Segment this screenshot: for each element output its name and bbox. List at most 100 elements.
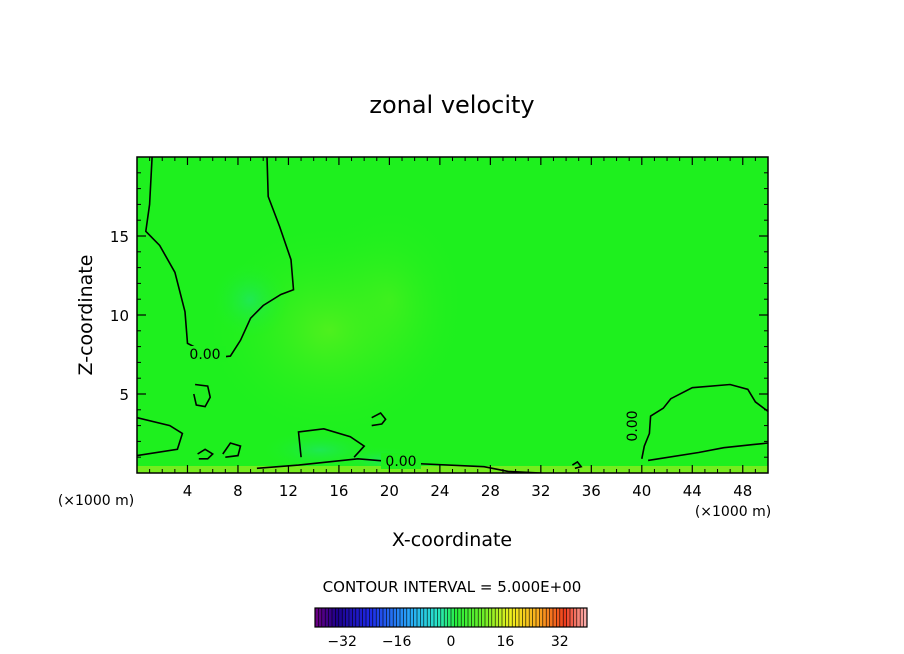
x-unit-right: (×1000 m) — [695, 504, 771, 520]
colorbar — [314, 607, 588, 628]
colorbar-tick-label: 32 — [551, 634, 569, 650]
contour-label-bg — [381, 453, 421, 469]
colorbar-segment — [457, 608, 462, 627]
colorbar-segment — [495, 608, 499, 627]
colorbar-segment — [468, 608, 472, 627]
colorbar-segment — [413, 608, 418, 627]
colorbar-segment — [529, 608, 533, 627]
colorbar-segment — [349, 608, 353, 627]
contour-line — [197, 448, 214, 460]
contour-label-bg — [624, 405, 640, 445]
colorbar-segment — [573, 608, 578, 627]
colorbar-segment — [451, 608, 455, 627]
plot-area — [137, 157, 768, 473]
x-tick-label: 36 — [582, 482, 601, 500]
colorbar-segment — [345, 608, 350, 627]
contour-lines — [137, 157, 768, 473]
x-tick-label: 44 — [683, 482, 702, 500]
colorbar-tick-label: −16 — [382, 634, 412, 650]
colorbar-segment — [542, 608, 547, 627]
colorbar-segment — [386, 608, 391, 627]
colorbar-segment — [338, 608, 343, 627]
colorbar-segment — [556, 608, 561, 627]
y-tick-label: 10 — [110, 307, 129, 325]
colorbar-segment — [369, 608, 374, 627]
contour-label: 0.00 — [189, 347, 220, 363]
colorbar-segment — [454, 608, 459, 627]
contour-line — [571, 460, 583, 470]
colorbar-segment — [447, 608, 452, 627]
colorbar-segment — [420, 608, 425, 627]
x-tick-label: 4 — [183, 482, 193, 500]
x-unit-left: (×1000 m) — [58, 493, 134, 509]
colorbar-segment — [376, 608, 380, 627]
colorbar-segment — [478, 608, 482, 627]
colorbar-segment — [410, 608, 414, 627]
colorbar-segment — [352, 608, 357, 627]
colorbar-segment — [576, 608, 581, 627]
colorbar-tick-label: −32 — [327, 634, 357, 650]
colorbar-ticks: −32 −16 0 16 32 — [327, 634, 568, 650]
x-tick-label: 40 — [632, 482, 651, 500]
x-tick-label: 48 — [733, 482, 752, 500]
x-tick-label: 32 — [531, 482, 550, 500]
contour-line — [647, 442, 768, 462]
colorbar-segment — [508, 608, 513, 627]
colorbar-segment — [583, 608, 588, 627]
colorbar-segment — [464, 608, 469, 627]
colorbar-segment — [366, 608, 370, 627]
contour-line — [371, 411, 387, 427]
colorbar-segment — [522, 608, 527, 627]
contour-label: 0.00 — [385, 454, 416, 470]
colorbar-segment — [553, 608, 557, 627]
colorbar-segment — [515, 608, 520, 627]
colorbar-segment — [491, 608, 496, 627]
colorbar-segment — [563, 608, 567, 627]
colorbar-segment — [444, 608, 448, 627]
colorbar-segment — [325, 608, 329, 627]
colorbar-segment — [536, 608, 540, 627]
contour-label-bg — [186, 346, 226, 362]
contour-label: 0.00 — [625, 410, 641, 441]
chart-title: zonal velocity — [369, 91, 534, 119]
colorbar-segment — [427, 608, 431, 627]
colorbar-segment — [437, 608, 442, 627]
colorbar-segment — [481, 608, 486, 627]
colorbar-segment — [580, 608, 584, 627]
y-tick-label: 5 — [119, 386, 129, 404]
x-tick-label: 8 — [233, 482, 243, 500]
contour-labels: 0.00 0.00 0.00 — [186, 346, 641, 470]
y-tick-label: 15 — [110, 228, 129, 246]
contour-line — [193, 383, 212, 408]
colorbar-segment — [546, 608, 550, 627]
colorbar-frame — [314, 607, 588, 628]
y-axis-label: Z-coordinate — [75, 255, 97, 376]
colorbar-segment — [474, 608, 479, 627]
x-tick-label: 20 — [380, 482, 399, 500]
colorbar-segment — [389, 608, 394, 627]
colorbar-segment — [359, 608, 363, 627]
colorbar-segment — [471, 608, 476, 627]
colorbar-segment — [393, 608, 397, 627]
contour-line — [144, 157, 295, 359]
colorbar-segment — [396, 608, 401, 627]
colorbar-segment — [434, 608, 438, 627]
contour-line — [641, 383, 768, 459]
colorbar-tick-label: 0 — [447, 634, 456, 650]
colorbar-segment — [519, 608, 523, 627]
colorbar-segment — [355, 608, 360, 627]
colorbar-segment — [498, 608, 503, 627]
colorbar-segment — [315, 608, 319, 627]
colorbar-segment — [566, 608, 571, 627]
colorbar-segment — [417, 608, 421, 627]
colorbar-segment — [342, 608, 346, 627]
colorbar-segment — [502, 608, 506, 627]
x-tick-label: 28 — [481, 482, 500, 500]
y-axis: 5 10 15 — [110, 172, 768, 458]
x-axis-label: X-coordinate — [392, 529, 512, 551]
colorbar-segment — [512, 608, 516, 627]
colorbar-segment — [400, 608, 404, 627]
colorbar-segment — [559, 608, 564, 627]
x-tick-label: 12 — [279, 482, 298, 500]
